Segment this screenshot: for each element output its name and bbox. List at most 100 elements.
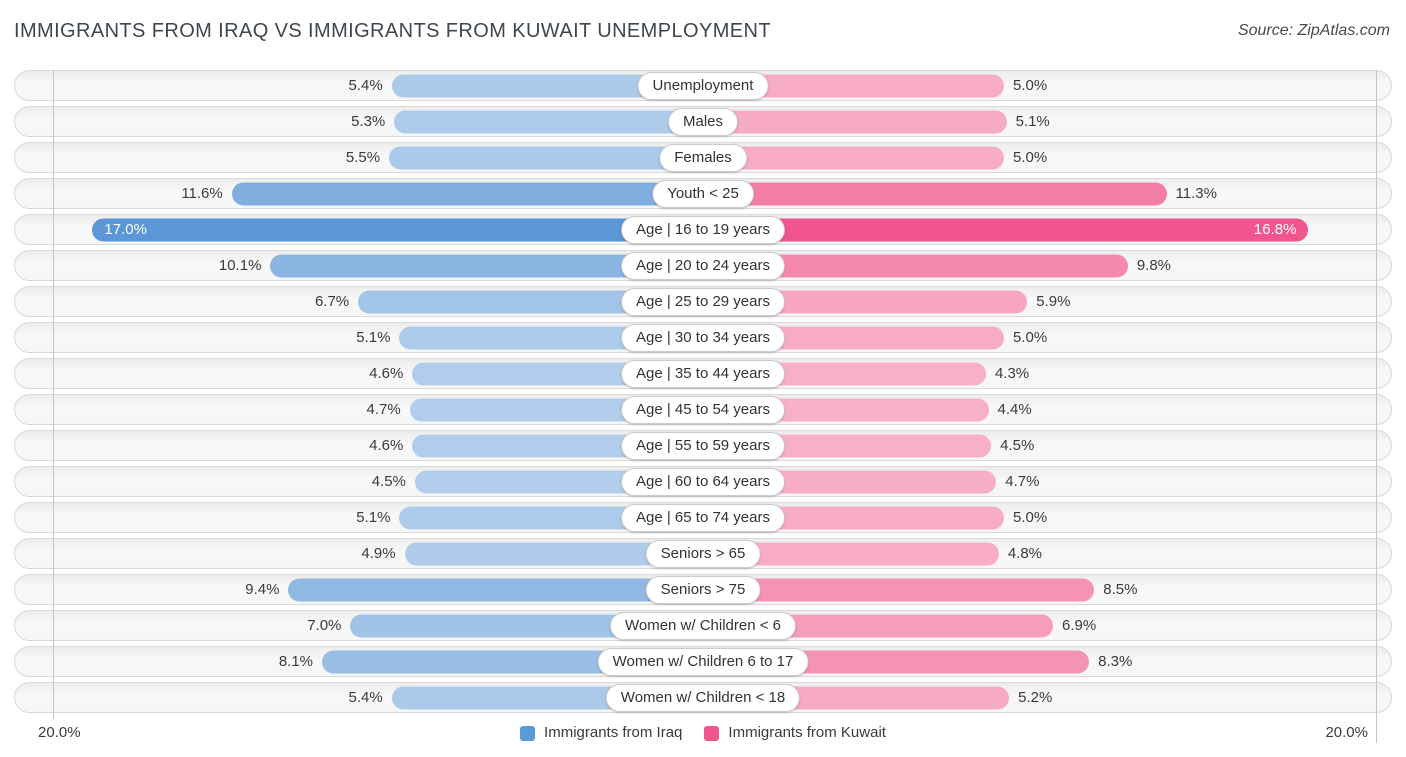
value-label-iraq: 9.4% [245,581,280,598]
value-label-kuwait: 5.2% [1018,689,1053,706]
axis-max-label-right: 20.0% [1325,724,1368,741]
bar-immigrants-from-iraq[interactable] [231,182,703,205]
chart-row: 4.5% 4.7% Age | 60 to 64 years [14,466,1392,497]
value-label-iraq: 8.1% [278,653,314,670]
bar-immigrants-from-kuwait[interactable] [703,218,1309,241]
value-label-kuwait: 4.4% [997,401,1032,418]
axis-gridline-right [1376,70,1377,743]
page-title: IMMIGRANTS FROM IRAQ VS IMMIGRANTS FROM … [14,20,771,42]
bar-immigrants-from-kuwait[interactable] [703,254,1128,277]
bar-immigrants-from-iraq[interactable] [288,578,703,601]
chart-row: 5.1% 5.0% Age | 65 to 74 years [14,502,1392,533]
category-label: Age | 25 to 29 years [621,287,785,316]
chart-row: 5.4% 5.2% Women w/ Children < 18 [14,682,1392,713]
chart-row: 11.6% 11.3% Youth < 25 [14,178,1392,209]
value-label-kuwait: 11.3% [1175,185,1217,202]
value-label-kuwait: 6.9% [1062,617,1097,634]
legend-item: Immigrants from Iraq [520,721,682,745]
value-label-iraq: 5.4% [348,689,383,706]
bar-immigrants-from-iraq[interactable] [358,290,703,313]
chart-row: 17.0% 16.8% Age | 16 to 19 years [14,214,1392,245]
axis-max-label-left: 20.0% [38,724,81,741]
value-label-kuwait: 5.9% [1036,293,1071,310]
legend: Immigrants from Iraq Immigrants from Kuw… [520,721,886,745]
category-label: Age | 35 to 44 years [621,359,785,388]
chart-rows: 5.4% 5.0% Unemployment 5.3% 5.1% Males 5… [14,70,1392,713]
category-label: Women w/ Children < 6 [609,611,797,640]
chart-row: 8.1% 8.3% Women w/ Children 6 to 17 [14,646,1392,677]
category-label: Age | 55 to 59 years [621,431,785,460]
legend-swatch-icon [520,725,536,741]
chart-row: 6.7% 5.9% Age | 25 to 29 years [14,286,1392,317]
value-label-kuwait: 5.0% [1013,77,1048,94]
value-label-iraq: 5.1% [356,509,391,526]
bar-immigrants-from-kuwait[interactable] [703,542,999,565]
category-label: Age | 45 to 54 years [621,395,785,424]
chart-row: 5.3% 5.1% Males [14,106,1392,137]
value-label-kuwait: 16.8% [1253,221,1297,238]
value-label-kuwait: 5.1% [1015,113,1050,130]
bar-immigrants-from-kuwait[interactable] [703,578,1095,601]
value-label-kuwait: 5.0% [1013,149,1048,166]
category-label: Age | 30 to 34 years [621,323,785,352]
legend-item: Immigrants from Kuwait [704,721,886,745]
value-label-iraq: 4.5% [371,473,406,490]
category-label: Age | 16 to 19 years [621,215,785,244]
bar-immigrants-from-iraq[interactable] [270,254,703,277]
value-label-kuwait: 8.3% [1098,653,1133,670]
bar-immigrants-from-kuwait[interactable] [703,110,1007,133]
value-label-iraq: 6.7% [314,293,350,310]
chart-area: 5.4% 5.0% Unemployment 5.3% 5.1% Males 5… [14,70,1392,743]
bar-immigrants-from-kuwait[interactable] [703,146,1004,169]
value-label-kuwait: 9.8% [1136,257,1172,274]
chart-row: 4.9% 4.8% Seniors > 65 [14,538,1392,569]
value-label-iraq: 10.1% [218,257,262,274]
value-label-iraq: 4.7% [366,401,401,418]
bar-immigrants-from-iraq[interactable] [389,146,703,169]
chart-row: 5.5% 5.0% Females [14,142,1392,173]
value-label-kuwait: 5.0% [1013,509,1048,526]
value-label-iraq: 4.6% [369,437,404,454]
chart-row: 4.6% 4.5% Age | 55 to 59 years [14,430,1392,461]
category-label: Seniors > 65 [645,539,761,568]
bar-immigrants-from-iraq[interactable] [394,110,703,133]
value-label-iraq: 5.1% [356,329,391,346]
value-label-iraq: 5.3% [351,113,386,130]
category-label: Age | 20 to 24 years [621,251,785,280]
chart-row: 4.6% 4.3% Age | 35 to 44 years [14,358,1392,389]
category-label: Seniors > 75 [645,575,761,604]
legend-swatch-icon [704,725,720,741]
category-label: Youth < 25 [652,179,754,208]
bar-immigrants-from-iraq[interactable] [391,74,703,97]
chart-row: 10.1% 9.8% Age | 20 to 24 years [14,250,1392,281]
source-credit: Source: ZipAtlas.com [1237,22,1390,39]
chart-row: 7.0% 6.9% Women w/ Children < 6 [14,610,1392,641]
bar-immigrants-from-kuwait[interactable] [703,182,1167,205]
axis-gridline-left [53,70,54,719]
chart-row: 4.7% 4.4% Age | 45 to 54 years [14,394,1392,425]
category-label: Women w/ Children 6 to 17 [597,647,809,676]
value-label-kuwait: 5.0% [1013,329,1048,346]
value-label-iraq: 4.6% [369,365,404,382]
value-label-kuwait: 4.5% [1000,437,1035,454]
category-label: Females [659,143,747,172]
value-label-iraq: 17.0% [104,221,147,238]
category-label: Age | 60 to 64 years [621,467,785,496]
value-label-kuwait: 4.8% [1007,545,1043,562]
category-label: Males [667,107,739,136]
legend-label: Immigrants from Iraq [544,724,683,741]
bar-immigrants-from-kuwait[interactable] [703,74,1004,97]
chart-row: 5.4% 5.0% Unemployment [14,70,1392,101]
bar-immigrants-from-iraq[interactable] [404,542,703,565]
chart-header: IMMIGRANTS FROM IRAQ VS IMMIGRANTS FROM … [0,0,1406,43]
value-label-kuwait: 8.5% [1103,581,1138,598]
bar-immigrants-from-iraq[interactable] [92,218,703,241]
value-label-iraq: 7.0% [307,617,342,634]
value-label-kuwait: 4.7% [1005,473,1040,490]
category-label: Age | 65 to 74 years [621,503,785,532]
category-label: Women w/ Children < 18 [605,683,801,712]
chart-row: 5.1% 5.0% Age | 30 to 34 years [14,322,1392,353]
value-label-iraq: 11.6% [181,185,223,202]
value-label-kuwait: 4.3% [994,365,1030,382]
value-label-iraq: 5.4% [348,77,383,94]
